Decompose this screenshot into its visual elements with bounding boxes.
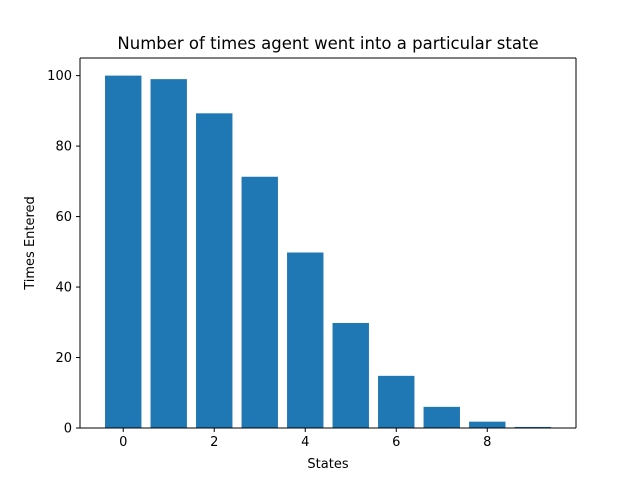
y-tick-label: 20 <box>55 351 72 366</box>
x-tick-label: 2 <box>210 435 218 450</box>
bar-state-5 <box>332 322 369 428</box>
bar-state-3 <box>241 176 278 428</box>
bar-state-7 <box>423 406 460 428</box>
bar-state-2 <box>196 113 233 429</box>
bar-state-1 <box>150 79 187 429</box>
y-tick-label: 80 <box>55 140 72 155</box>
y-tick-label: 0 <box>64 422 72 437</box>
bar-state-9 <box>514 426 551 428</box>
x-tick-label: 8 <box>483 435 491 450</box>
bar-state-6 <box>378 375 415 428</box>
x-axis-ticks: 0 2 4 6 8 <box>119 428 491 450</box>
axes-frame <box>79 57 577 429</box>
x-axis-label: States <box>307 457 348 472</box>
bar-state-4 <box>287 252 324 428</box>
y-tick-label: 40 <box>55 281 72 296</box>
y-axis-label: Times Entered <box>23 196 38 291</box>
y-tick-label: 60 <box>55 210 72 225</box>
chart-title: Number of times agent went into a partic… <box>117 34 538 53</box>
x-tick-label: 4 <box>301 435 309 450</box>
y-axis-ticks: 0 20 40 60 80 100 <box>47 69 80 437</box>
y-tick-label: 100 <box>47 69 72 84</box>
x-tick-label: 0 <box>119 435 127 450</box>
x-tick-label: 6 <box>392 435 400 450</box>
bar-state-0 <box>105 75 142 428</box>
bar-state-8 <box>469 421 506 428</box>
bars <box>105 75 551 429</box>
